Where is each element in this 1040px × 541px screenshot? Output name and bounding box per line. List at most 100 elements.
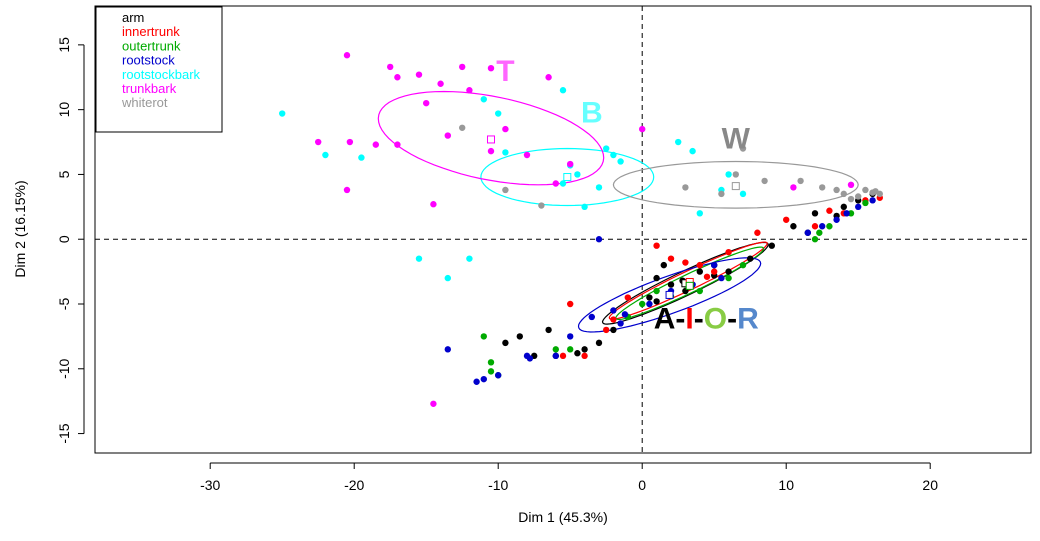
point-whiterot: [538, 202, 545, 209]
point-trunkbark: [790, 184, 797, 191]
aior-part: R: [737, 303, 759, 336]
x-tick-label: 0: [638, 477, 646, 493]
point-rootstock: [718, 274, 725, 282]
point-rootstock: [819, 223, 826, 230]
point-arm: [790, 223, 797, 230]
point-arm: [768, 242, 775, 249]
point-rootstock: [473, 378, 480, 385]
point-innertrunk: [696, 261, 703, 269]
point-trunkbark: [415, 71, 423, 78]
point-outertrunk: [653, 287, 660, 295]
point-innertrunk: [581, 352, 588, 360]
point-whiterot: [718, 190, 725, 198]
point-rootstock: [804, 229, 811, 236]
point-outertrunk: [567, 346, 574, 353]
point-trunkbark: [346, 138, 354, 146]
aior-part: -: [694, 303, 704, 336]
legend: arminnertrunkoutertrunkrootstockrootstoc…: [95, 6, 223, 133]
point-trunkbark: [639, 125, 646, 133]
point-trunkbark: [502, 125, 509, 133]
point-whiterot: [840, 190, 847, 198]
point-trunkbark: [343, 186, 351, 194]
point-rootstock: [843, 210, 850, 217]
x-axis-title: Dim 1 (45.3%): [518, 509, 607, 525]
annotation-w: W: [722, 123, 751, 156]
point-outertrunk: [480, 333, 487, 340]
point-rootstockbark: [480, 96, 487, 103]
point-innertrunk: [754, 229, 761, 236]
point-arm: [516, 333, 523, 340]
point-rootstock: [617, 320, 624, 327]
point-whiterot: [833, 186, 840, 194]
point-rootstock: [711, 261, 718, 269]
point-whiterot: [819, 184, 826, 191]
point-rootstockbark: [495, 110, 502, 117]
point-arm: [660, 261, 667, 269]
point-trunkbark: [487, 64, 495, 72]
point-outertrunk: [696, 287, 703, 295]
y-tick-label: -10: [56, 358, 72, 378]
point-rootstock: [567, 333, 574, 340]
x-tick-label: 10: [778, 477, 794, 493]
point-trunkbark: [423, 99, 430, 107]
point-arm: [595, 339, 603, 347]
ellipse-whiterot: [612, 160, 859, 209]
centroid-trunkbark: [487, 135, 495, 144]
point-rootstockbark: [581, 203, 588, 211]
point-arm: [747, 255, 754, 262]
x-tick-label: -20: [344, 477, 364, 493]
y-tick-label: -5: [56, 298, 72, 311]
aior-part: -: [675, 303, 685, 336]
point-innertrunk: [703, 273, 711, 280]
y-tick-label: 15: [56, 37, 72, 53]
point-whiterot: [872, 188, 879, 195]
point-innertrunk: [567, 300, 574, 308]
x-tick-label: 20: [922, 477, 938, 493]
point-arm: [502, 339, 509, 347]
y-tick-label: -15: [56, 423, 72, 443]
point-outertrunk: [862, 199, 869, 207]
confidence-ellipses: [377, 90, 859, 333]
annotation-t: T: [496, 55, 514, 88]
point-innertrunk: [653, 242, 660, 249]
ellipse-innertrunk: [608, 241, 768, 320]
point-rootstockbark: [574, 171, 581, 178]
point-innertrunk: [682, 259, 689, 266]
point-rootstock: [552, 352, 559, 360]
point-innertrunk: [624, 294, 631, 301]
point-rootstockbark: [466, 255, 473, 262]
point-trunkbark: [567, 160, 574, 168]
y-tick-label: 5: [56, 170, 72, 178]
x-tick-label: -10: [488, 477, 508, 493]
point-innertrunk: [725, 248, 732, 256]
point-rootstockbark: [617, 158, 624, 165]
point-arm: [545, 326, 552, 334]
legend-item-outertrunk: outertrunk: [122, 38, 181, 53]
point-arm: [581, 346, 588, 353]
point-innertrunk: [559, 352, 567, 360]
centroid-markers: [487, 135, 740, 299]
legend-item-arm: arm: [122, 10, 144, 25]
y-axis: -15 -10 -5 0 5 10 15: [56, 37, 85, 444]
point-trunkbark: [394, 74, 401, 81]
point-outertrunk: [739, 261, 747, 269]
legend-item-whiterot: whiterot: [121, 95, 168, 110]
point-arm: [725, 268, 732, 275]
point-rootstock: [444, 346, 451, 353]
ellipse-trunkbark: [377, 90, 605, 186]
point-whiterot: [682, 184, 689, 191]
point-rootstockbark: [675, 138, 682, 146]
point-innertrunk: [783, 216, 790, 223]
legend-item-trunkbark: trunkbark: [122, 81, 177, 96]
point-rootstockbark: [689, 147, 696, 155]
aior-part: I: [685, 303, 693, 336]
point-innertrunk: [610, 316, 617, 323]
aior-part: O: [704, 303, 727, 336]
point-rootstock: [595, 236, 603, 243]
aior-annotation: A-I-O-R: [654, 303, 759, 336]
legend-item-rootstockbark: rootstockbark: [122, 67, 201, 82]
point-rootstockbark: [610, 151, 617, 159]
plot-frame: [94, 5, 1032, 454]
point-innertrunk: [711, 268, 718, 275]
